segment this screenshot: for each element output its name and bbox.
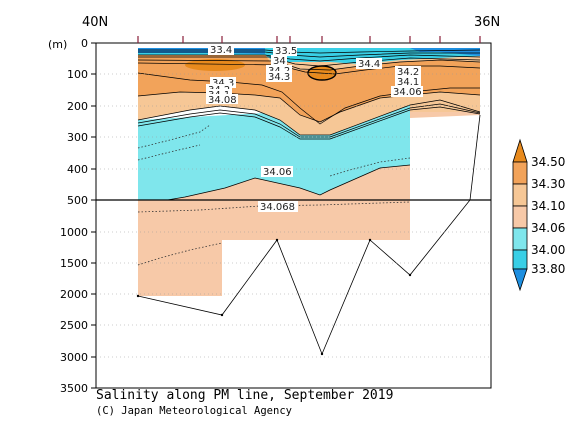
band-34-06-34-10-upper <box>138 165 410 205</box>
y-tick-label: 2500 <box>60 319 88 332</box>
band-34-30-34-50 <box>138 55 480 122</box>
y-tick-label: 3500 <box>60 382 88 395</box>
contour-label: 34 <box>273 56 286 67</box>
contour-label: 34.06 <box>393 87 422 98</box>
colorbar-band <box>512 183 528 207</box>
y-tick-label: 500 <box>67 194 88 207</box>
contour-labels: 33.4 33.5 34 34.2 34.3 34.4 34.2 34.1 34… <box>206 44 423 213</box>
y-tick-label: 300 <box>67 131 88 144</box>
top-label-left: 40N <box>82 15 108 30</box>
y-tick-label: 1000 <box>60 226 88 239</box>
chart-title: Salinity along PM line, September 2019 <box>96 388 394 403</box>
contour-label: 34.08 <box>208 95 237 106</box>
band-34-06-34-10-lower <box>138 200 410 296</box>
y-tick-label: 1500 <box>60 257 88 270</box>
y-axis-unit: (m) <box>48 38 67 51</box>
contour-34-06 <box>137 164 411 206</box>
colorbar-label: 33.80 <box>531 262 565 276</box>
contour-label: 33.5 <box>275 46 297 57</box>
y-tick-label: 0 <box>81 37 88 50</box>
colorbar-label: 34.06 <box>531 221 565 235</box>
chart-credit: (C) Japan Meteorological Agency <box>96 405 292 417</box>
colorbar-label: 34.10 <box>531 199 565 213</box>
y-tick-label: 200 <box>67 100 88 113</box>
y-axis-ticks <box>91 42 96 389</box>
contour-label: 34.3 <box>212 78 234 89</box>
colorbar-label: 34.00 <box>531 243 565 257</box>
contour-label: 34.2 <box>397 67 419 78</box>
colorbar <box>512 138 528 292</box>
band-34-50-left <box>185 59 245 71</box>
contour-label: 34.4 <box>358 59 380 70</box>
contour-label: 34.068 <box>260 202 295 213</box>
colorbar-bottom-arrow <box>512 268 528 292</box>
contour-label: 34.3 <box>268 72 290 83</box>
colorbar-band <box>512 161 528 185</box>
contour-label: 34.06 <box>263 167 292 178</box>
station-ticks <box>137 36 481 43</box>
band-34-06-34-10-right <box>410 112 480 118</box>
contour-label: 34.1 <box>397 77 419 88</box>
bottom-topography <box>137 114 481 356</box>
dotted-contours-lower <box>137 201 411 266</box>
top-label-right: 36N <box>474 15 500 30</box>
dotted-contours-upper <box>137 124 411 177</box>
y-tick-label: 400 <box>67 163 88 176</box>
colorbar-top-arrow <box>512 138 528 163</box>
y-tick-label: 3000 <box>60 351 88 364</box>
colorbar-band <box>512 205 528 229</box>
colorbar-label: 34.50 <box>531 155 565 169</box>
bottom-markers <box>136 238 412 356</box>
y-tick-label: 100 <box>67 68 88 81</box>
colorbar-band <box>512 227 528 251</box>
colorbar-label: 34.30 <box>531 177 565 191</box>
colorbar-band <box>512 249 528 270</box>
contour-label: 33.4 <box>210 45 232 56</box>
y-tick-label: 2000 <box>60 288 88 301</box>
